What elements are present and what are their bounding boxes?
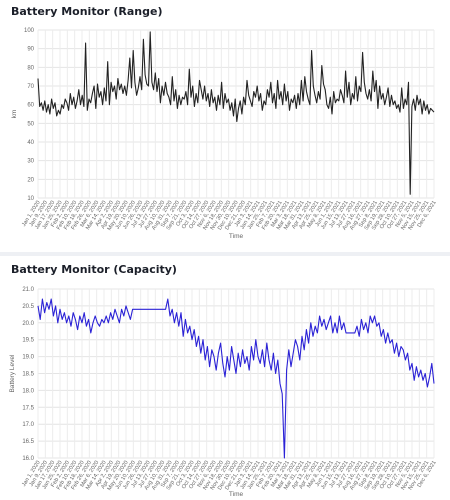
capacity-y-tick: 19.0 [22, 355, 34, 361]
range-panel-title: Battery Monitor (Range) [11, 5, 163, 18]
capacity-y-tick: 18.5 [22, 372, 34, 378]
capacity-y-tick: 20.5 [22, 304, 34, 310]
range-y-tick: 30 [27, 159, 34, 165]
range-y-tick: 70 [27, 84, 34, 90]
capacity-y-tick: 18.0 [22, 388, 34, 394]
capacity-panel-title: Battery Monitor (Capacity) [11, 263, 177, 276]
range-y-axis-label: km [11, 110, 18, 119]
capacity-y-tick: 16.5 [22, 439, 34, 445]
capacity-y-axis-label: Battery Level [9, 354, 16, 392]
capacity-panel: Battery Monitor (Capacity) 16.0 16.5 17.0 1… [0, 256, 450, 500]
capacity-y-tick: 20.0 [22, 321, 34, 327]
range-y-tick: 40 [27, 140, 34, 146]
range-y-tick: 100 [24, 28, 35, 34]
range-y-tick: 60 [27, 103, 34, 109]
capacity-chart: 16.0 16.5 17.0 17.5 18.0 18.5 19.0 19.5 20.0 20.5… [9, 287, 438, 498]
capacity-x-axis-label: Time [229, 491, 244, 498]
range-panel: Battery Monitor (Range) 10 20 30 40 50 60 70 80… [0, 0, 450, 252]
capacity-series-line [37, 298, 435, 459]
range-y-tick: 20 [27, 177, 34, 183]
range-series-line [37, 31, 435, 195]
capacity-y-tick: 19.5 [22, 338, 34, 344]
capacity-y-tick: 16.0 [22, 456, 34, 462]
capacity-y-tick: 17.0 [22, 422, 34, 428]
range-y-tick: 90 [27, 47, 34, 53]
range-y-tick: 50 [27, 121, 34, 127]
range-x-axis-label: Time [229, 233, 244, 240]
capacity-y-tick: 21.0 [22, 287, 34, 293]
range-y-tick: 80 [27, 65, 34, 71]
range-y-tick: 10 [27, 196, 34, 202]
capacity-y-tick: 17.5 [22, 405, 34, 411]
